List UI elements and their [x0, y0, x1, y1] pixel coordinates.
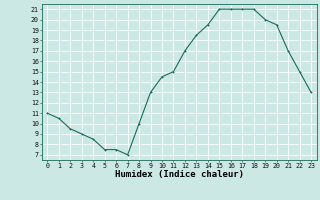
X-axis label: Humidex (Indice chaleur): Humidex (Indice chaleur) — [115, 170, 244, 179]
